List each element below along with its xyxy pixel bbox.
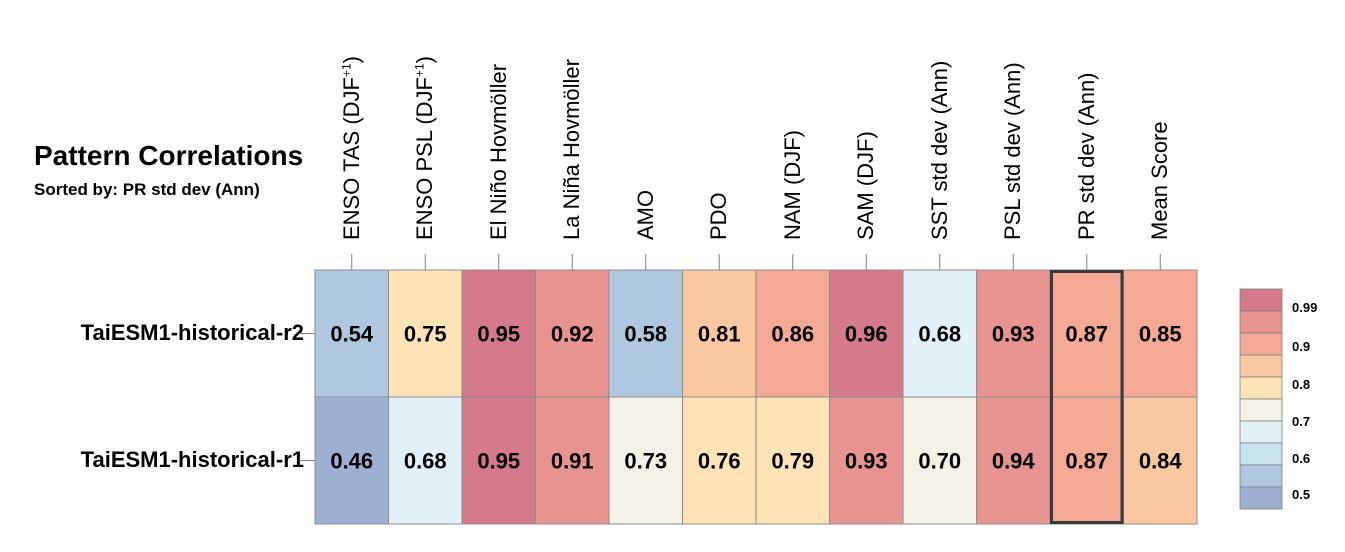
cell-value-label: 0.68 (918, 322, 961, 347)
legend-swatch (1239, 332, 1283, 356)
cell-value-label: 0.76 (698, 449, 741, 474)
highlighted-column (1050, 270, 1124, 524)
legend-label: 0.99 (1292, 300, 1317, 315)
heatmap-cell (902, 396, 977, 525)
heatmap-cell (388, 269, 463, 398)
highlight-box (1050, 270, 1124, 524)
cell-value-label: 0.58 (624, 322, 667, 347)
legend-swatch (1239, 464, 1283, 488)
heatmap-cell (1123, 396, 1198, 525)
heatmap-cell (755, 396, 830, 525)
cell-value-label: 0.70 (918, 449, 961, 474)
legend-swatch (1239, 398, 1283, 422)
heatmap-cell (1123, 269, 1198, 398)
legend-swatch (1239, 288, 1283, 312)
heatmap-cell (608, 269, 683, 398)
color-legend: 0.99 0.9 0.8 0.7 0.6 0.5 (1239, 288, 1317, 510)
heatmap-cell (1049, 269, 1124, 398)
heatmap-cell (829, 396, 904, 525)
axis-ticks (299, 254, 1161, 461)
legend-swatch (1239, 420, 1283, 444)
legend-swatch (1239, 376, 1283, 400)
heatmap-cell (535, 396, 610, 525)
cell-value-label: 0.85 (1139, 322, 1182, 347)
heatmap-cell (976, 269, 1051, 398)
cell-value-label: 0.94 (992, 449, 1036, 474)
cell-value-label: 0.95 (477, 449, 520, 474)
cell-value-label: 0.81 (698, 322, 741, 347)
legend-label: 0.7 (1292, 414, 1310, 429)
cell-value-label: 0.92 (551, 322, 594, 347)
heatmap-cells: 0.54 0.75 0.95 0.92 0.58 0.81 0.86 0.96 0.68 0.93… (314, 269, 1198, 525)
heatmap-cell (976, 396, 1051, 525)
cell-value-label: 0.86 (771, 322, 814, 347)
cell-value-label: 0.73 (624, 449, 667, 474)
cell-value-label: 0.95 (477, 322, 520, 347)
legend-swatch (1239, 442, 1283, 466)
legend-label: 0.9 (1292, 339, 1310, 354)
cell-value-label: 0.79 (771, 449, 814, 474)
cell-value-label: 0.96 (845, 322, 888, 347)
row-label: TaiESM1-historical-r2 (80, 319, 304, 345)
cell-value-label: 0.93 (992, 322, 1035, 347)
cell-value-label: 0.75 (404, 322, 447, 347)
legend-label: 0.8 (1292, 377, 1310, 392)
chart-title: Pattern Correlations (34, 140, 304, 171)
heatmap-cell (902, 269, 977, 398)
legend-swatch (1239, 354, 1283, 378)
cell-value-label: 0.84 (1139, 449, 1183, 474)
heatmap-cell (535, 269, 610, 398)
heatmap-cell (682, 396, 757, 525)
chart-subtitle: Sorted by: PR std dev (Ann) (34, 180, 260, 199)
cell-value-label: 0.93 (845, 449, 888, 474)
cell-value-label: 0.87 (1065, 449, 1108, 474)
heatmap-cell (461, 396, 536, 525)
legend-swatch (1239, 310, 1283, 334)
cell-value-label: 0.46 (330, 449, 373, 474)
legend-swatch (1239, 486, 1283, 510)
heatmap-cell (388, 396, 463, 525)
cell-value-label: 0.54 (330, 322, 374, 347)
row-label: TaiESM1-historical-r1 (80, 446, 304, 472)
cell-value-label: 0.91 (551, 449, 594, 474)
legend-label: 0.5 (1292, 487, 1310, 502)
legend-label: 0.6 (1292, 451, 1310, 466)
heatmap-cell (314, 396, 389, 525)
heatmap-cell (755, 269, 830, 398)
cell-value-label: 0.87 (1065, 322, 1108, 347)
cell-value-label: 0.68 (404, 449, 447, 474)
